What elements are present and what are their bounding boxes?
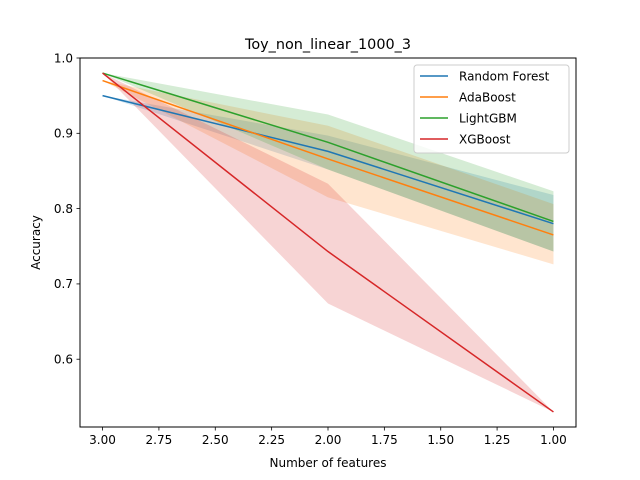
legend-label: AdaBoost [459,90,516,104]
x-tick-label: 2.00 [315,433,342,447]
lightgbm-line [102,72,554,223]
x-axis-ticks: 3.00 2.75 2.50 2.25 2.00 1.75 1.50 1.25 1.00 [89,427,567,447]
x-tick-label: 3.00 [89,433,116,447]
y-tick-label: 0.8 [54,202,73,216]
x-tick-label: 2.25 [258,433,285,447]
y-tick-label: 0.7 [54,277,73,291]
x-tick-label: 1.50 [427,433,454,447]
legend-box [413,64,570,154]
y-tick-label: 0.9 [54,127,73,141]
xgboost-line [102,72,554,413]
legend-label: XGBoost [459,132,511,146]
x-tick-label: 1.75 [371,433,398,447]
lightgbm-band [102,73,554,252]
x-axis-label: Number of features [270,456,387,470]
y-tick-label: 0.6 [54,353,73,367]
legend-label: LightGBM [459,111,517,125]
x-tick-label: 2.75 [146,433,173,447]
y-axis-ticks: 0.6 0.7 0.8 0.9 1.0 [54,51,80,367]
x-tick-label: 1.25 [484,433,511,447]
legend-label: Random Forest [459,69,550,83]
random-forest-band [102,95,554,252]
plot-area [102,72,554,413]
random-forest-line [102,94,554,225]
x-tick-label: 1.00 [540,433,567,447]
x-tick-label: 2.50 [202,433,229,447]
adaboost-band [102,80,554,265]
xgboost-band [102,73,554,412]
chart-title: Toy_non_linear_1000_3 [244,37,411,53]
legend: Random Forest AdaBoost LightGBM XGBoost [413,64,570,154]
y-axis-label: Accuracy [29,215,43,270]
y-tick-label: 1.0 [54,51,73,65]
adaboost-line [102,79,554,236]
